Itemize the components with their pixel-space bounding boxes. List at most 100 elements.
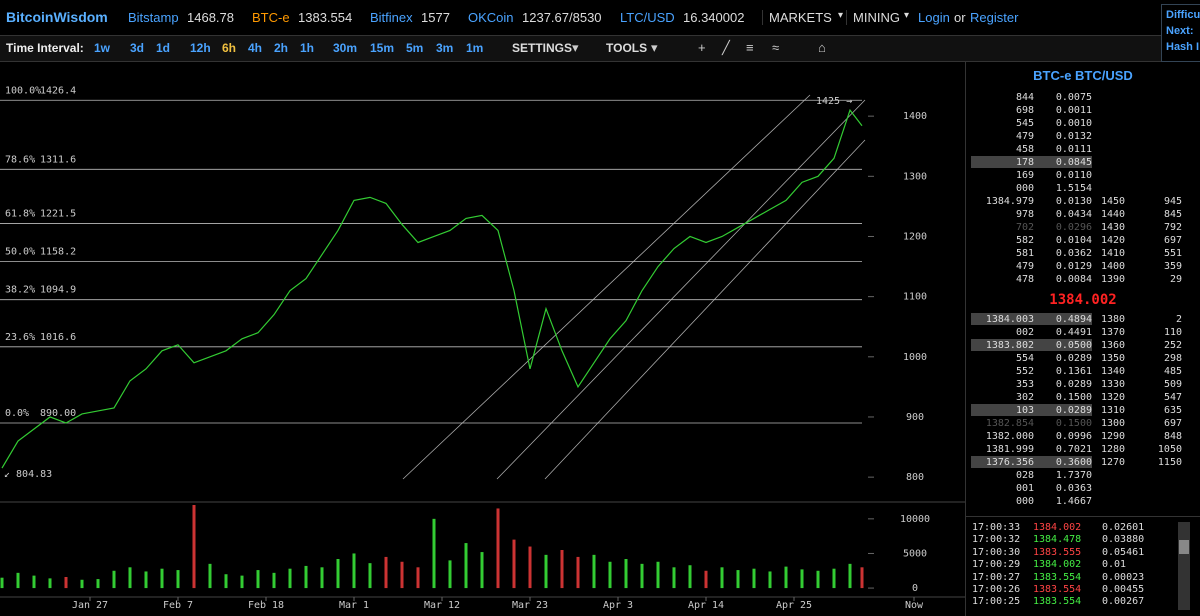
interval[interactable]: 3d	[130, 41, 145, 55]
volume-bar	[656, 561, 660, 589]
divider	[965, 62, 966, 616]
scrollbar	[1178, 522, 1190, 610]
interval[interactable]: 2h	[274, 41, 289, 55]
depth-price: 1310	[1101, 405, 1126, 416]
book-amount: 0.1500	[1055, 392, 1092, 403]
volume-bar	[720, 567, 724, 589]
book-amount: 1.4667	[1055, 496, 1092, 507]
book-amount: 0.7021	[1055, 444, 1092, 455]
interval[interactable]: 1d	[156, 41, 171, 55]
depth-qty: 509	[1163, 379, 1182, 390]
book-price: 552	[1015, 366, 1034, 377]
volume-bar	[512, 539, 516, 589]
tool-icon[interactable]: ≈	[772, 40, 780, 55]
volume-bar	[336, 559, 340, 589]
book-price: 002	[1015, 327, 1034, 338]
interval[interactable]: 12h	[190, 41, 211, 55]
volume-bar	[256, 570, 260, 589]
book-price: 1376.356	[985, 457, 1034, 468]
book-amount: 1.5154	[1055, 183, 1092, 194]
depth-price: 1300	[1101, 418, 1126, 429]
depth-price: 1340	[1101, 366, 1126, 377]
volume-bar	[640, 563, 644, 589]
book-price: 103	[1015, 405, 1034, 416]
tool-icon[interactable]: ╱	[722, 40, 730, 55]
trade-time: 17:00:33	[972, 522, 1021, 533]
ticker-name[interactable]: LTC/USD	[620, 10, 675, 25]
book-price: 479	[1015, 261, 1034, 272]
volume-bar	[0, 577, 4, 589]
depth-qty: 547	[1163, 392, 1182, 403]
depth-qty: 792	[1163, 222, 1182, 233]
depth-qty: 845	[1163, 209, 1182, 220]
book-amount: 0.0363	[1055, 483, 1092, 494]
volume-bar	[800, 569, 804, 589]
book-price: 1382.000	[985, 431, 1034, 442]
or: or	[954, 10, 966, 25]
volume-bar	[288, 568, 292, 589]
settings[interactable]: SETTINGS	[512, 41, 573, 55]
depth-price: 1440	[1101, 209, 1126, 220]
price-line	[1, 108, 863, 469]
volume-bar	[64, 577, 68, 589]
volume-bar	[592, 554, 596, 589]
book-amount: 0.0129	[1055, 261, 1092, 272]
interval[interactable]: 5m	[406, 41, 424, 55]
volume-bar	[192, 505, 196, 589]
side-text: Next:	[1166, 25, 1194, 37]
y-tick-label: 1200	[903, 231, 927, 242]
tool-icon[interactable]: +	[698, 40, 706, 55]
tool-icon[interactable]: ▾	[651, 40, 658, 55]
register[interactable]: Register	[970, 10, 1019, 25]
x-tick-label: Jan 27	[72, 600, 108, 611]
volume-bar	[384, 556, 388, 589]
ticker-name[interactable]: Bitfinex	[370, 10, 413, 25]
brand[interactable]: BitcoinWisdom	[6, 9, 108, 25]
volume-bar	[848, 563, 852, 589]
volume-bar	[352, 553, 356, 589]
interval[interactable]: 1w	[94, 41, 111, 55]
side-text: Hash I	[1166, 41, 1200, 53]
volume-bar	[96, 579, 100, 589]
login[interactable]: Login	[918, 10, 950, 25]
book-price: 1383.802	[985, 340, 1034, 351]
tool-icon[interactable]: ⌂	[818, 40, 826, 55]
ticker-name[interactable]: OKCoin	[468, 10, 514, 25]
interval[interactable]: 1m	[466, 41, 484, 55]
volume-bar	[528, 546, 532, 589]
menu[interactable]: MARKETS	[762, 10, 832, 25]
trade-amount: 0.00455	[1102, 584, 1145, 595]
volume-bar	[240, 575, 244, 589]
tool-icon[interactable]: ▾	[572, 40, 579, 55]
ticker-name[interactable]: BTC-e	[252, 10, 290, 25]
depth-qty: 848	[1163, 431, 1182, 442]
depth-price: 1370	[1101, 327, 1126, 338]
fib-price: 1221.5	[40, 209, 76, 220]
interval-label: Time Interval:	[6, 41, 84, 55]
depth-price: 1280	[1101, 444, 1126, 455]
interval[interactable]: 1h	[300, 41, 315, 55]
depth-price: 1350	[1101, 353, 1126, 364]
channel-line	[544, 139, 866, 480]
tool-icon[interactable]: ≡	[746, 40, 754, 55]
x-tick-label: Apr 25	[776, 600, 812, 611]
depth-qty: 551	[1163, 248, 1182, 259]
depth-price: 1270	[1101, 457, 1126, 468]
ticker-name[interactable]: Bitstamp	[128, 10, 179, 25]
depth-price: 1290	[1101, 431, 1126, 442]
fib-price: 1311.6	[40, 154, 76, 165]
interval[interactable]: 6h	[222, 41, 237, 55]
depth-qty: 298	[1163, 353, 1182, 364]
x-tick-label: Mar 23	[512, 600, 548, 611]
book-amount: 0.0289	[1055, 379, 1092, 390]
depth-qty: 2	[1175, 314, 1182, 325]
interval[interactable]: 4h	[248, 41, 263, 55]
interval[interactable]: 30m	[333, 41, 358, 55]
volume-bar	[160, 568, 164, 589]
menu[interactable]: MINING	[846, 10, 900, 25]
x-tick-label: Feb 7	[163, 600, 193, 611]
interval[interactable]: 3m	[436, 41, 454, 55]
tools[interactable]: TOOLS	[606, 41, 648, 55]
interval[interactable]: 15m	[370, 41, 395, 55]
